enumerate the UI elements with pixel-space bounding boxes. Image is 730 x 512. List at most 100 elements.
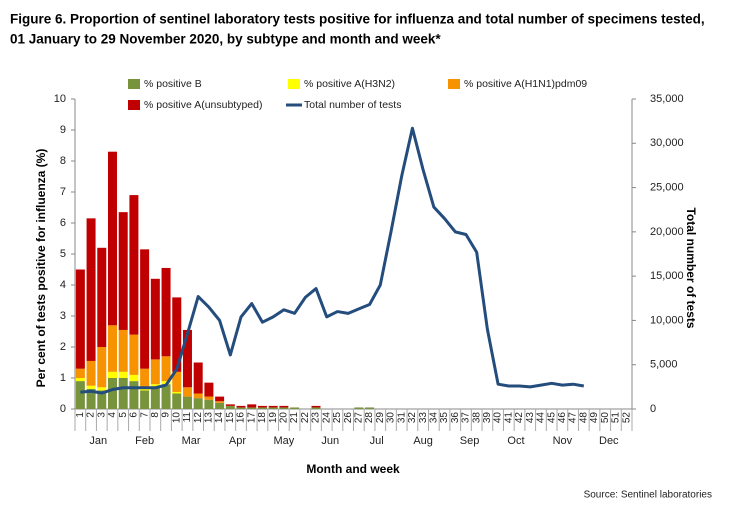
legend-label: % positive A(unsubtyped) <box>144 99 262 111</box>
bar-segment <box>172 391 182 394</box>
legend-label: % positive A(H1N1)pdm09 <box>464 78 587 90</box>
x-tick-label: 30 <box>386 412 397 424</box>
bar-segment <box>161 356 171 382</box>
bar-segment <box>236 405 246 408</box>
bar-segment <box>75 269 85 369</box>
bar-segment <box>290 407 300 409</box>
legend-label: Total number of tests <box>304 99 401 111</box>
bar-segment <box>215 396 225 402</box>
x-tick-label: 47 <box>568 412 579 424</box>
x-tick-label: 37 <box>461 412 472 424</box>
bar-segment <box>279 407 289 409</box>
x-tick-label: 31 <box>396 412 407 424</box>
bar-segment <box>279 405 289 408</box>
x-tick-label: 33 <box>418 412 429 424</box>
x-tick-label: 42 <box>514 412 525 424</box>
bar-segment <box>118 371 128 378</box>
x-tick-label: 16 <box>236 412 247 424</box>
x-tick-label: 11 <box>182 412 193 423</box>
bar-segment <box>204 399 214 409</box>
y-tick-label: 0 <box>60 403 66 415</box>
y-tick-label: 6 <box>60 217 66 229</box>
x-tick-label: 41 <box>503 412 514 424</box>
x-tick-label: 46 <box>557 412 568 424</box>
x-tick-label: 52 <box>621 412 632 424</box>
x-tick-label: 25 <box>332 412 343 424</box>
bar-segment <box>172 393 182 409</box>
y2-tick-label: 35,000 <box>650 93 684 105</box>
bar-segment <box>150 359 160 385</box>
bar-segment <box>97 347 107 388</box>
x-tick-label: 49 <box>589 412 600 424</box>
bar-segment <box>118 378 128 409</box>
x-tick-label: 21 <box>289 412 300 424</box>
x-tick-label: 4 <box>107 412 118 418</box>
bar-segment <box>247 407 257 409</box>
x-tick-label: 14 <box>214 412 225 424</box>
bar-segment <box>150 384 160 388</box>
x-tick-label: 26 <box>343 412 354 424</box>
x-tick-label: 24 <box>321 412 332 424</box>
x-tick-label: 20 <box>279 412 290 424</box>
y2-tick-label: 25,000 <box>650 181 684 193</box>
bar-segment <box>182 329 192 388</box>
legend-swatch <box>128 79 140 89</box>
y-tick-label: 8 <box>60 155 66 167</box>
month-label: Nov <box>553 435 573 447</box>
bar-segment <box>215 401 225 403</box>
x-tick-label: 34 <box>428 412 439 424</box>
bar-segment <box>75 381 85 409</box>
y-tick-label: 5 <box>60 248 66 260</box>
x-tick-label: 2 <box>86 412 97 418</box>
x-tick-label: 6 <box>129 412 140 418</box>
month-label: Feb <box>135 435 154 447</box>
x-tick-label: 29 <box>375 412 386 424</box>
month-label: Dec <box>599 435 619 447</box>
y-tick-label: 10 <box>54 93 66 105</box>
x-tick-label: 19 <box>268 412 279 424</box>
x-tick-label: 32 <box>407 412 418 424</box>
x-tick-label: 9 <box>161 412 172 418</box>
month-label: Mar <box>182 435 201 447</box>
month-label: Jul <box>370 435 384 447</box>
month-label: Aug <box>413 435 433 447</box>
month-label: Jun <box>321 435 339 447</box>
bar-segment <box>225 404 235 406</box>
bar-segment <box>172 371 182 392</box>
x-tick-label: 48 <box>578 412 589 424</box>
x-tick-label: 5 <box>118 412 129 418</box>
x-tick-label: 44 <box>536 412 547 424</box>
x-tick-label: 35 <box>439 412 450 424</box>
bar-segment <box>150 387 160 409</box>
month-label: Oct <box>507 435 524 447</box>
bar-segment <box>86 218 96 361</box>
x-tick-label: 3 <box>96 412 107 418</box>
x-tick-label: 7 <box>139 412 150 418</box>
line-series <box>80 126 585 395</box>
bar-segment <box>86 385 96 389</box>
source-note: Source: Sentinel laboratories <box>584 490 712 501</box>
chart-title: Figure 6. Proportion of sentinel laborat… <box>10 12 705 27</box>
bar-segment <box>107 325 117 372</box>
x-tick-label: 17 <box>246 412 257 424</box>
bar-segment <box>97 247 107 347</box>
legend-swatch <box>288 79 300 89</box>
bar-segment <box>107 371 117 378</box>
bar-segment <box>257 407 267 409</box>
bar-segment <box>129 195 139 335</box>
bar-segment <box>172 297 182 372</box>
bar-segment <box>193 393 203 399</box>
y-axis-title: Per cent of tests positive for influenza… <box>34 149 48 388</box>
month-label: May <box>273 435 294 447</box>
bar-segment <box>150 278 160 360</box>
x-tick-label: 27 <box>353 412 364 424</box>
x-tick-label: 39 <box>482 412 493 424</box>
bar-segment <box>161 267 171 357</box>
x-tick-label: 1 <box>75 412 86 418</box>
month-label: Jan <box>89 435 107 447</box>
bar-segment <box>365 407 375 409</box>
bar-segment <box>182 396 192 409</box>
bar-segment <box>311 407 321 409</box>
bar-segment <box>86 388 96 409</box>
